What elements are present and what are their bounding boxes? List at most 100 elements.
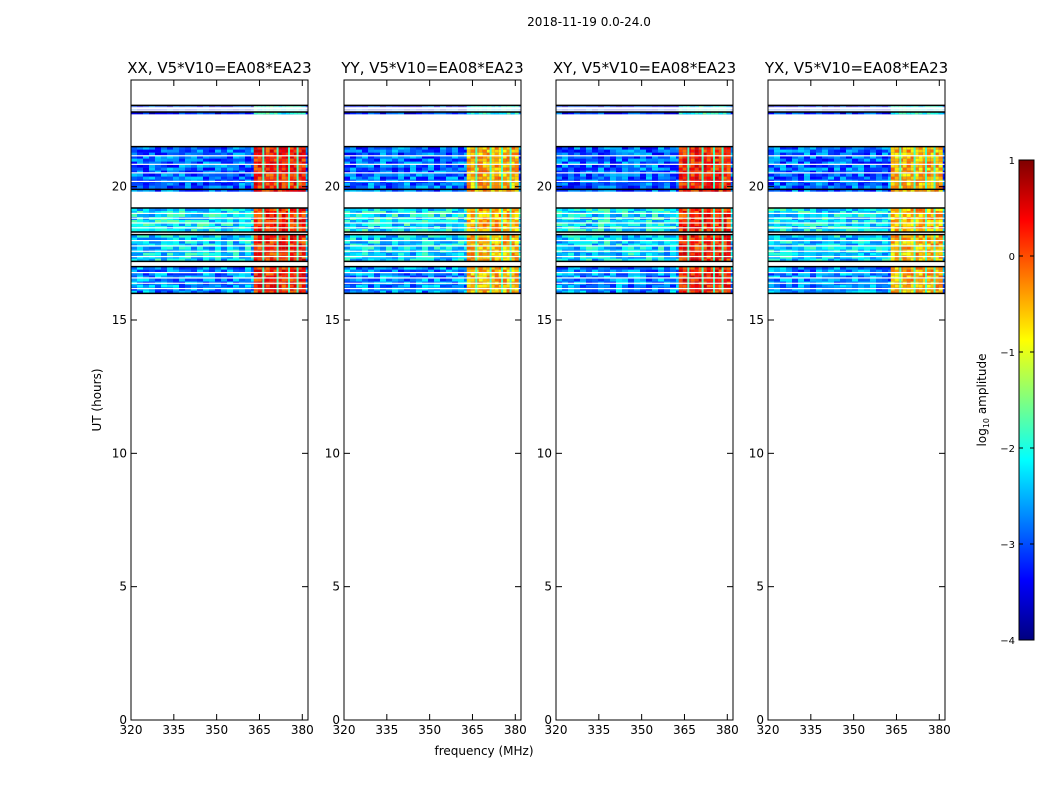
heatmap-cell [167, 252, 173, 256]
heatmap-cell [398, 164, 404, 168]
heatmap-cell [640, 111, 646, 115]
heatmap-cell [203, 167, 209, 171]
heatmap-cell [410, 214, 416, 217]
heatmap-cell [458, 275, 464, 279]
heatmap-cell [245, 211, 251, 214]
heatmap-cell [646, 170, 652, 174]
heatmap-cell [440, 167, 446, 171]
heatmap-cell [161, 243, 167, 247]
rfi-cell [285, 149, 290, 153]
heatmap-cell [446, 152, 452, 156]
heatmap-cell [392, 188, 398, 192]
heatmap-cell [556, 167, 562, 171]
heatmap-cell [458, 266, 464, 270]
heatmap-cell [434, 170, 440, 174]
heatmap-cell [640, 167, 646, 171]
rfi-cell [273, 278, 278, 282]
heatmap-cell [209, 258, 215, 262]
heatmap-cell [586, 146, 592, 150]
heatmap-cell [646, 214, 652, 217]
rfi-cell [482, 252, 487, 256]
heatmap-cell [215, 211, 221, 214]
heatmap-cell [137, 211, 143, 214]
rfi-cell [297, 246, 302, 250]
heatmap-cell [386, 182, 392, 186]
heatmap-cell [518, 211, 521, 214]
rfi-cell [482, 158, 487, 162]
heatmap-cell [410, 161, 416, 165]
rfi-cell [297, 234, 302, 238]
heatmap-cell [161, 188, 167, 192]
heatmap-cell [670, 214, 676, 217]
heatmap-cell [428, 211, 434, 214]
heatmap-cell [730, 170, 733, 174]
heatmap-cell [422, 188, 428, 192]
heatmap-cell [404, 272, 410, 276]
heatmap-cell [305, 258, 308, 262]
rfi-cell [494, 246, 499, 250]
rfi-cell [257, 170, 262, 174]
heatmap-cell [209, 240, 215, 244]
heatmap-cell [203, 161, 209, 165]
rfi-cell [265, 243, 270, 247]
rfi-cell [726, 149, 731, 153]
heatmap-cell [215, 252, 221, 256]
heatmap-cell [368, 155, 374, 159]
rfi-cell [289, 211, 294, 214]
heatmap-cell [368, 158, 374, 162]
heatmap-cell [592, 146, 598, 150]
rfi-cell [482, 275, 487, 279]
heatmap-cell [410, 258, 416, 262]
heatmap-cell [239, 158, 245, 162]
heatmap-cell [610, 185, 616, 189]
heatmap-cell [161, 275, 167, 279]
rfi-cell [265, 272, 270, 276]
rfi-cell [285, 214, 290, 217]
heatmap-cell [446, 167, 452, 171]
heatmap-cell [452, 158, 458, 162]
rfi-cell [301, 214, 306, 217]
heatmap-cell [143, 275, 149, 279]
heatmap-cell [574, 161, 580, 165]
heatmap-cell [227, 269, 233, 273]
rfi-cell [285, 275, 290, 279]
rfi-cell [490, 170, 495, 174]
rfi-cell [281, 146, 286, 150]
rfi-cell [277, 223, 282, 226]
heatmap-cell [197, 246, 203, 250]
rfi-cell [466, 111, 471, 115]
rfi-cell [718, 176, 723, 180]
rfi-cell [293, 258, 298, 262]
heatmap-cell [179, 290, 185, 294]
channel-stripe [276, 146, 279, 190]
rfi-cell [253, 234, 258, 238]
heatmap-cell [143, 146, 149, 150]
rfi-cell [490, 269, 495, 273]
heatmap-cell [143, 246, 149, 250]
heatmap-cell [362, 161, 368, 165]
rfi-cell [293, 278, 298, 282]
y-tick-label: 15 [325, 313, 340, 327]
rfi-cell [494, 220, 499, 223]
heatmap-cell [173, 223, 179, 226]
heatmap-cell [398, 234, 404, 238]
rfi-cell [265, 234, 270, 238]
heatmap-cell [434, 229, 440, 232]
rfi-cell [273, 246, 278, 250]
heatmap-cell [622, 173, 628, 177]
rfi-cell [466, 188, 471, 192]
heatmap-cell [149, 240, 155, 244]
heatmap-cell [368, 146, 374, 150]
channel-stripe [262, 146, 265, 190]
rfi-cell [293, 208, 298, 211]
heatmap-cell [664, 111, 670, 115]
rfi-cell [466, 258, 471, 262]
rfi-cell [698, 149, 703, 153]
heatmap-cell [350, 229, 356, 232]
rfi-cell [718, 185, 723, 189]
rfi-cell [482, 176, 487, 180]
rfi-cell [494, 173, 499, 177]
heatmap-cell [604, 149, 610, 153]
heatmap-cell [622, 158, 628, 162]
heatmap-cell [410, 284, 416, 288]
